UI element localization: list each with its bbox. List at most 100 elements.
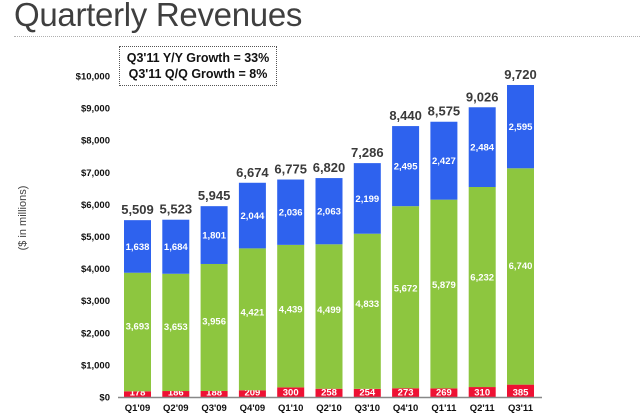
bar-segment-label: 4,421 — [241, 308, 265, 319]
bar-segment-green — [468, 187, 496, 388]
x-tick-label: Q2'11 — [470, 403, 496, 414]
bar-segment-green — [507, 168, 534, 385]
bar-segment-red — [507, 384, 534, 397]
bar-total-label: 5,509 — [121, 202, 154, 217]
bar-segment-blue — [200, 206, 228, 264]
bar-segment-label: 385 — [513, 388, 530, 399]
bar-total-label: 5,523 — [160, 202, 193, 217]
bar-segment-label: 273 — [398, 388, 414, 399]
bar-total-label: 6,775 — [274, 162, 307, 177]
y-tick-label: $3,000 — [81, 296, 110, 307]
bar-segment-blue — [468, 107, 496, 188]
y-axis-ticks: $0 $1,000 $2,000 $3,000 $4,000 $5,000 $6,000 $7… — [76, 72, 110, 404]
bar-segment-blue — [392, 126, 420, 207]
x-tick-label: Q1'09 — [125, 403, 151, 414]
bar-total-label: 8,575 — [428, 104, 461, 119]
bar-segment-label: 2,199 — [355, 194, 379, 205]
bar-segment-red — [392, 388, 420, 397]
bar-segment-label: 5,879 — [432, 280, 456, 291]
bar-segment-label: 3,956 — [202, 317, 226, 328]
y-tick-label: $10,000 — [76, 72, 110, 83]
bar-total-label: 8,440 — [389, 108, 422, 123]
bar-segment-red — [353, 388, 381, 397]
bar-segment-red — [315, 388, 343, 397]
bar-segment-label: 300 — [283, 388, 299, 399]
bar-segment-label: 5,672 — [394, 284, 418, 295]
page-title: Quarterly Revenues — [14, 0, 303, 33]
bar-segment-label: 186 — [168, 388, 184, 399]
bar-segment-label: 2,044 — [241, 211, 265, 222]
y-tick-label: $7,000 — [81, 168, 110, 179]
y-tick-label: $4,000 — [81, 264, 110, 275]
yy-growth-text: Q3'11 Y/Y Growth = 33% — [126, 51, 270, 65]
bar-total-label: 9,026 — [466, 89, 499, 104]
x-tick-label: Q3'11 — [508, 403, 534, 414]
bar-segment-label: 1,801 — [202, 231, 226, 242]
x-tick-label: Q1'10 — [278, 403, 304, 414]
bar-segment-label: 310 — [474, 388, 490, 399]
x-tick-label: Q1'11 — [431, 403, 457, 414]
bar-segment-blue — [315, 178, 343, 245]
bar-segment-blue — [353, 163, 381, 234]
bar-segment-green — [124, 272, 151, 392]
y-tick-label: $2,000 — [81, 328, 110, 339]
bar-segment-blue — [277, 179, 305, 245]
bar-total-label: 7,286 — [351, 145, 384, 160]
bar-segment-label: 2,595 — [509, 122, 533, 133]
bar-total-label: 6,674 — [236, 165, 269, 180]
bar-segment-red — [430, 388, 458, 397]
bar-segment-red — [468, 387, 496, 397]
bar-segment-red — [200, 390, 228, 397]
y-tick-label: $1,000 — [81, 360, 110, 371]
bar-segment-label: 4,833 — [355, 299, 379, 310]
bar-segment-label: 2,495 — [394, 162, 418, 173]
bar-segment-label: 258 — [321, 388, 337, 399]
bar-segment-red — [277, 387, 305, 397]
bar-segment-green — [162, 273, 190, 392]
x-tick-label: Q3'09 — [201, 403, 227, 414]
y-tick-label: $5,000 — [81, 232, 110, 243]
bar-segment-green — [277, 244, 305, 388]
bar-segment-label: 6,740 — [509, 261, 533, 272]
bar-segment-green — [315, 244, 343, 389]
bar-segment-label: 2,063 — [317, 207, 341, 218]
bar-segment-label: 4,439 — [279, 304, 303, 315]
bar-segment-red — [162, 391, 190, 397]
bar-segment-label: 209 — [244, 388, 260, 399]
bar-segment-label: 1,638 — [126, 242, 150, 253]
bar-segment-blue — [162, 219, 190, 274]
bar-segment-label: 3,653 — [164, 322, 188, 333]
bar-segment-label: 1,684 — [164, 242, 188, 253]
bar-segment-label: 2,036 — [279, 208, 303, 219]
y-tick-label: $9,000 — [81, 104, 110, 115]
bar-segment-blue — [507, 84, 534, 169]
x-tick-label: Q3'10 — [355, 403, 381, 414]
x-tick-label: Q4'09 — [240, 403, 266, 414]
bars: 178 3,693 1,638 5,509 186 3,653 1,684 5,523 188 3… — [121, 67, 537, 399]
x-tick-label: Q2'10 — [316, 403, 342, 414]
bar-segment-blue — [238, 182, 266, 249]
x-axis-ticks: Q1'09 Q2'09 Q3'09 Q4'09 Q1'10 Q2'10 Q3'10 Q4'10… — [118, 396, 542, 414]
bar-segment-label: 178 — [130, 388, 146, 399]
y-tick-label: $8,000 — [81, 136, 110, 147]
bar-segment-green — [200, 263, 228, 391]
bar-total-label: 9,720 — [504, 67, 537, 82]
bar-segment-label: 4,499 — [317, 305, 341, 316]
bar-segment-green — [392, 206, 420, 389]
bar-segment-green — [238, 248, 266, 391]
growth-annotation-box: Q3'11 Y/Y Growth = 33% Q3'11 Q/Q Growth … — [119, 46, 277, 86]
bar-segment-blue — [430, 121, 458, 200]
bar-total-label: 6,820 — [313, 160, 346, 175]
y-tick-label: $6,000 — [81, 200, 110, 211]
bar-segment-label: 269 — [436, 388, 452, 399]
bar-segment-green — [353, 233, 381, 389]
qq-growth-text: Q3'11 Q/Q Growth = 8% — [128, 67, 268, 81]
bar-segment-label: 2,484 — [470, 143, 494, 154]
bar-segment-red — [238, 390, 266, 397]
bar-segment-red — [124, 391, 151, 397]
bar-segment-green — [430, 199, 458, 389]
bar-segment-label: 254 — [359, 388, 376, 399]
bar-segment-label: 3,693 — [126, 322, 150, 333]
bar-segment-label: 2,427 — [432, 156, 456, 167]
